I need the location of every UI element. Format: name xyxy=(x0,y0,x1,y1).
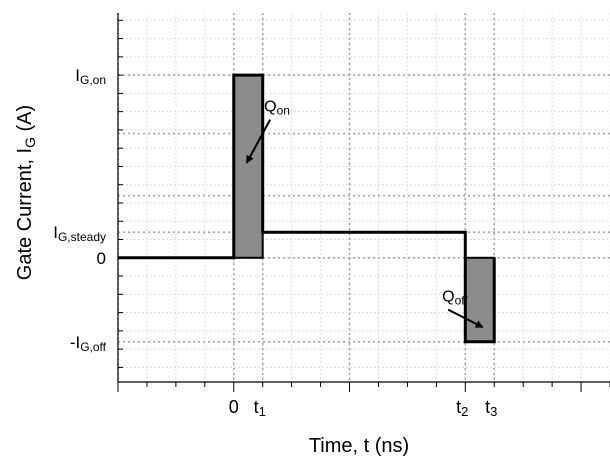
x-tick-label: 0 xyxy=(229,397,239,417)
x-tick-label: t1 xyxy=(254,397,266,419)
y-axis-title: Gate Current, IG (A) xyxy=(14,105,38,280)
annotation-arrow xyxy=(245,119,272,164)
labels: IG,on IG,steady 0 -IG,off 0 t1 t2 t3 Time, t (ns… xyxy=(14,66,497,457)
y-tick-label: -IG,off xyxy=(70,333,107,354)
annotation-arrow xyxy=(447,308,484,329)
series xyxy=(118,73,496,344)
x-tick-label: t2 xyxy=(456,397,468,419)
y-tick-label: IG,steady xyxy=(53,223,106,244)
gate-current-series xyxy=(118,73,496,344)
x-tick-label: t3 xyxy=(485,397,497,419)
q-on-region xyxy=(232,74,264,259)
q-off-region xyxy=(464,256,496,343)
x-axis-title: Time, t (ns) xyxy=(309,435,409,457)
annotations: Qon Qoff xyxy=(245,99,484,329)
q-off-label: Qoff xyxy=(442,289,468,308)
y-tick-label: IG,on xyxy=(75,66,106,87)
q-on-label: Qon xyxy=(264,99,290,118)
y-tick-label: 0 xyxy=(97,249,106,268)
axes xyxy=(117,13,610,392)
grid xyxy=(117,13,610,382)
